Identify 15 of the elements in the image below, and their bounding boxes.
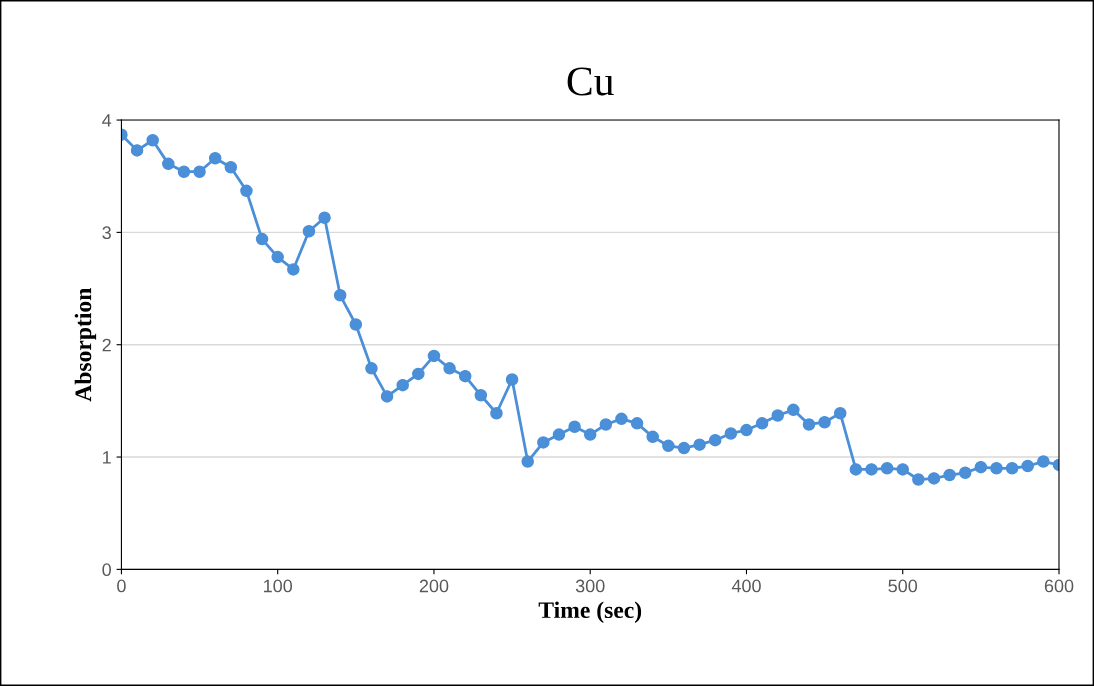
y-tick-label: 3 (102, 226, 111, 240)
y-tick-label: 0 (102, 563, 112, 577)
x-tick-label: 0 (117, 579, 126, 593)
x-tick-label: 100 (264, 579, 293, 593)
x-tick-label: 200 (419, 579, 449, 593)
y-tick-label: 1 (103, 451, 111, 464)
x-tick-label: 500 (888, 579, 918, 593)
y-tick-label: 2 (102, 338, 111, 352)
x-tick-label: 600 (1044, 579, 1074, 593)
chart-title: Cu (567, 67, 614, 96)
y-axis-title: Absorption (74, 288, 97, 402)
x-tick-label: 400 (731, 579, 761, 593)
x-axis-title: Time (sec) (538, 601, 642, 623)
y-tick-label: 4 (102, 114, 112, 127)
x-tick-label: 300 (575, 579, 605, 593)
